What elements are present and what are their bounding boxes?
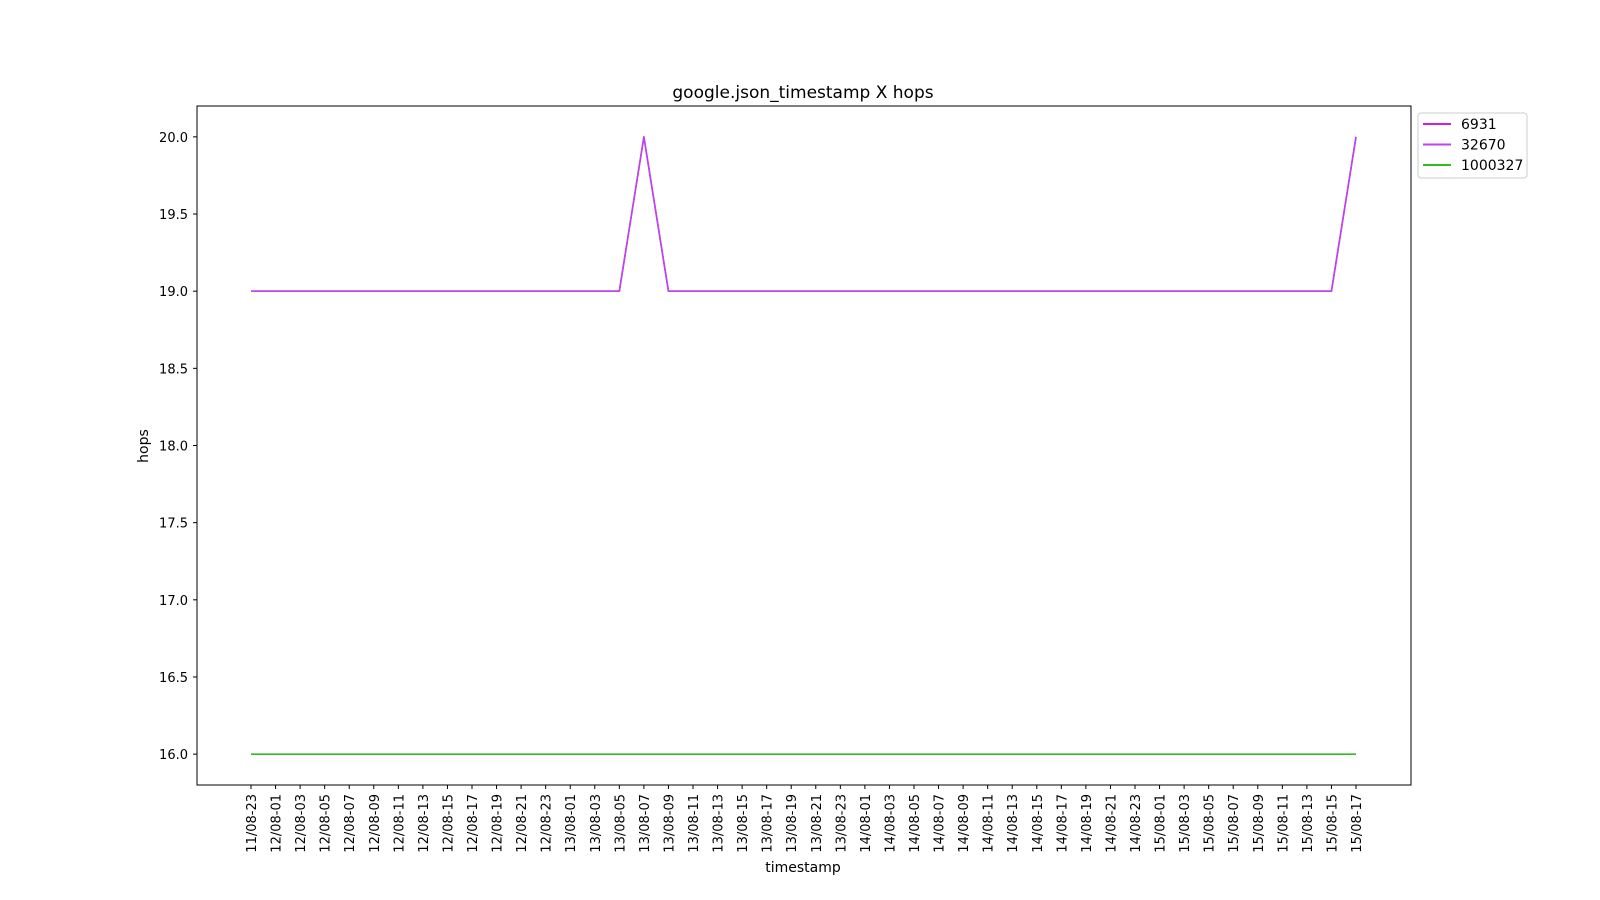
x-tick-label: 11/08-23 bbox=[245, 794, 260, 853]
y-axis: 16.0 16.5 17.0 17.5 18.0 18.5 19.0 19.5 20.0 bbox=[159, 131, 197, 763]
x-tick-label: 14/08-03 bbox=[883, 794, 898, 853]
x-tick-label: 14/08-01 bbox=[859, 794, 874, 853]
y-axis-title: hops bbox=[136, 429, 152, 463]
x-tick-label: 12/08-11 bbox=[392, 794, 407, 853]
x-tick-label: 14/08-21 bbox=[1104, 794, 1119, 853]
x-tick-label: 13/08-09 bbox=[662, 794, 677, 853]
x-axis-title: timestamp bbox=[765, 860, 841, 876]
x-tick-label: 12/08-21 bbox=[515, 794, 530, 853]
x-tick-label: 15/08-15 bbox=[1325, 794, 1340, 853]
legend-box bbox=[1417, 112, 1528, 179]
legend-label: 32670 bbox=[1461, 138, 1506, 154]
x-tick-label: 14/08-09 bbox=[957, 794, 972, 853]
x-tick-label: 14/08-07 bbox=[933, 794, 948, 853]
x-tick-label: 13/08-07 bbox=[638, 794, 653, 853]
x-tick-label: 14/08-11 bbox=[982, 794, 997, 853]
x-tick-label: 15/08-03 bbox=[1178, 794, 1193, 853]
y-tick-label: 19.0 bbox=[159, 285, 188, 300]
x-tick-label: 15/08-05 bbox=[1203, 794, 1218, 853]
x-tick-label: 14/08-19 bbox=[1080, 794, 1095, 853]
x-tick-label: 12/08-13 bbox=[417, 794, 432, 853]
x-tick-label: 12/08-09 bbox=[368, 794, 383, 853]
x-tick-label: 14/08-13 bbox=[1006, 794, 1021, 853]
y-tick-label: 20.0 bbox=[159, 131, 188, 146]
x-tick-label: 13/08-13 bbox=[712, 794, 727, 853]
x-tick-label: 13/08-21 bbox=[810, 794, 825, 853]
y-tick-label: 17.5 bbox=[159, 517, 188, 532]
legend-label: 1000327 bbox=[1461, 158, 1523, 174]
plot-area bbox=[196, 105, 1412, 786]
x-tick-label: 13/08-15 bbox=[736, 794, 751, 853]
legend: 6931 32670 1000327 bbox=[1417, 112, 1528, 179]
x-tick-label: 13/08-23 bbox=[834, 794, 849, 853]
x-tick-label: 12/08-03 bbox=[294, 794, 309, 853]
x-tick-label: 13/08-01 bbox=[564, 794, 579, 853]
series-lines bbox=[251, 136, 1357, 755]
x-tick-label: 13/08-11 bbox=[687, 794, 702, 853]
x-tick-label: 13/08-05 bbox=[613, 794, 628, 853]
x-tick-label: 12/08-07 bbox=[343, 794, 358, 853]
x-tick-label: 14/08-23 bbox=[1129, 794, 1144, 853]
x-tick-label: 15/08-07 bbox=[1227, 794, 1242, 853]
x-tick-label: 13/08-17 bbox=[761, 794, 776, 853]
x-tick-label: 12/08-15 bbox=[441, 794, 456, 853]
x-tick-label: 15/08-17 bbox=[1350, 794, 1365, 853]
legend-label: 6931 bbox=[1461, 117, 1497, 133]
x-tick-label: 14/08-15 bbox=[1031, 794, 1046, 853]
y-tick-label: 17.0 bbox=[159, 594, 188, 609]
x-tick-label: 12/08-17 bbox=[466, 794, 481, 853]
x-tick-label: 13/08-19 bbox=[785, 794, 800, 853]
chart-title: google.json_timestamp X hops bbox=[672, 83, 933, 103]
x-tick-label: 13/08-03 bbox=[589, 794, 604, 853]
x-tick-label: 12/08-01 bbox=[270, 794, 285, 853]
y-tick-label: 18.0 bbox=[159, 440, 188, 455]
x-tick-label: 15/08-01 bbox=[1154, 794, 1169, 853]
x-tick-label: 15/08-09 bbox=[1252, 794, 1267, 853]
x-tick-label: 12/08-23 bbox=[540, 794, 555, 853]
series-line-32670 bbox=[251, 136, 1357, 292]
x-tick-label: 15/08-11 bbox=[1276, 794, 1291, 853]
y-tick-label: 16.0 bbox=[159, 748, 188, 763]
x-axis: 11/08-23 12/08-01 12/08-03 12/08-05 12/08-07… bbox=[245, 785, 1365, 853]
x-tick-label: 12/08-19 bbox=[491, 794, 506, 853]
y-tick-label: 16.5 bbox=[159, 671, 188, 686]
x-tick-label: 15/08-13 bbox=[1301, 794, 1316, 853]
x-tick-label: 12/08-05 bbox=[319, 794, 334, 853]
x-tick-label: 14/08-17 bbox=[1055, 794, 1070, 853]
x-tick-label: 14/08-05 bbox=[908, 794, 923, 853]
y-tick-label: 19.5 bbox=[159, 208, 188, 223]
y-tick-label: 18.5 bbox=[159, 362, 188, 377]
